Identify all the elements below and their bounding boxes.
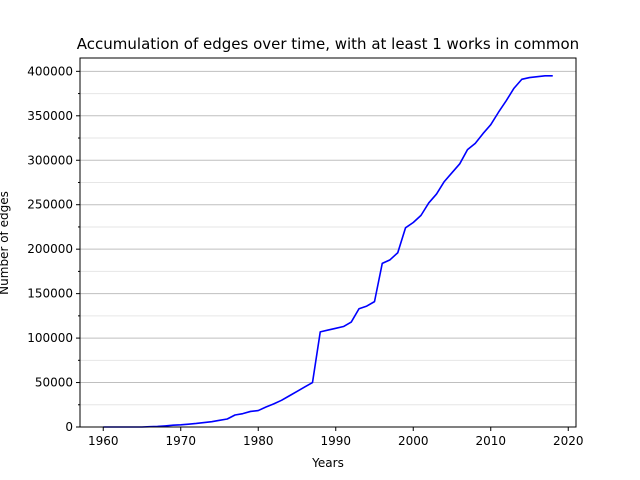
y-tick-label: 100000 — [27, 331, 73, 345]
x-axis-label: Years — [311, 456, 344, 470]
series-line — [103, 74, 553, 428]
x-axis-ticks: 1960 1970 1980 1990 2000 2010 2020 — [88, 427, 584, 448]
y-tick-label: 300000 — [27, 153, 73, 167]
x-tick-label: 1960 — [88, 434, 119, 448]
y-tick-label: 0 — [65, 420, 73, 434]
x-tick-label: 2010 — [475, 434, 506, 448]
chart-title: Accumulation of edges over time, with at… — [77, 35, 579, 53]
y-tick-label: 50000 — [35, 376, 73, 390]
x-tick-label: 1980 — [243, 434, 274, 448]
y-tick-label: 350000 — [27, 109, 73, 123]
x-tick-label: 1970 — [165, 434, 196, 448]
series-layer — [103, 74, 553, 428]
x-tick-label: 1990 — [320, 434, 351, 448]
y-axis-ticks: 0 50000 100000 150000 200000 250000 300000 3500… — [27, 64, 80, 434]
grid — [80, 70, 576, 428]
y-tick-label: 250000 — [27, 198, 73, 212]
y-tick-label: 400000 — [27, 64, 73, 78]
x-tick-label: 2020 — [553, 434, 584, 448]
y-tick-label: 150000 — [27, 287, 73, 301]
y-axis-label: Number of edges — [0, 191, 11, 295]
plot-frame — [79, 57, 577, 428]
x-tick-label: 2000 — [398, 434, 429, 448]
y-tick-label: 200000 — [27, 242, 73, 256]
